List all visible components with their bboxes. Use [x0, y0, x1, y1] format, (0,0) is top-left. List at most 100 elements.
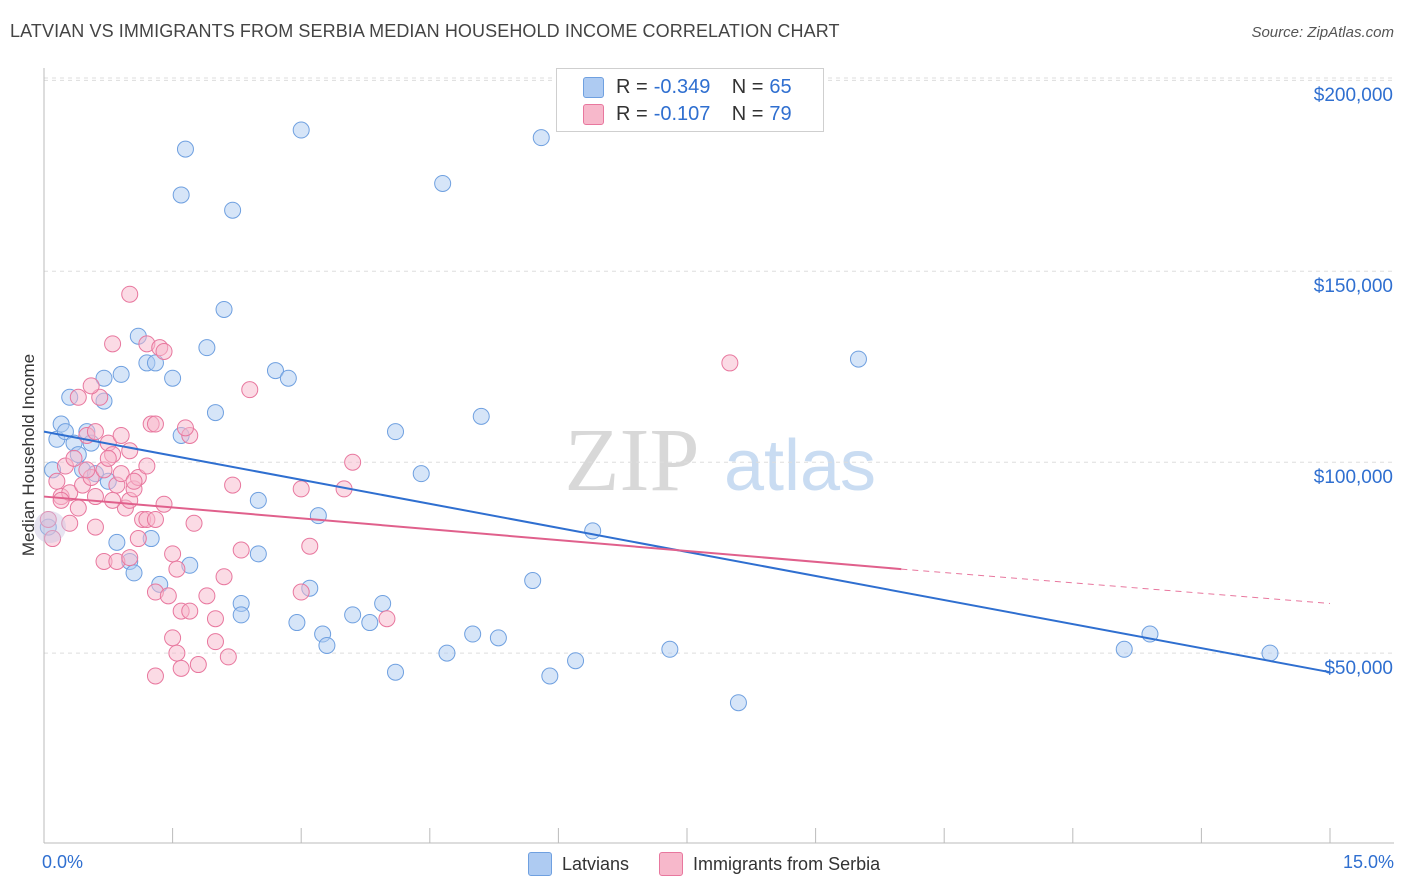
serbia-point	[159, 587, 177, 605]
serbia-point	[164, 629, 182, 647]
latvians-point	[288, 614, 306, 632]
serbia-point	[155, 342, 173, 360]
r-value: -0.349	[653, 75, 711, 98]
latvians-point	[472, 407, 490, 425]
serbia-point	[138, 457, 156, 475]
legend-label: Immigrants from Serbia	[693, 853, 881, 874]
serbia-point	[378, 610, 396, 628]
latvians-point	[172, 186, 190, 204]
serbia-point	[104, 335, 122, 353]
latvians-point	[464, 625, 482, 643]
serbia-point	[69, 388, 87, 406]
serbia-point	[164, 545, 182, 563]
serbia-point	[185, 514, 203, 532]
latvians-swatch	[583, 76, 604, 98]
serbia-point	[65, 449, 83, 467]
latvians-point	[849, 350, 867, 368]
x-tick-label-max: 15.0%	[1342, 852, 1394, 872]
serbia-point	[121, 442, 139, 460]
serbia-point	[219, 648, 237, 666]
latvians-point	[164, 369, 182, 387]
latvians-point	[438, 644, 456, 662]
overlap-blob	[34, 511, 66, 544]
legend-item-latvians: Latvians	[528, 852, 629, 876]
stats-legend: R = -0.349 N = 65 R = -0.107 N = 79	[556, 68, 824, 132]
latvians-point	[249, 491, 267, 509]
legend-label: Latvians	[562, 853, 630, 874]
y-tick-label: $150,000	[1313, 276, 1393, 297]
latvians-point	[434, 174, 452, 192]
serbia-point	[215, 568, 233, 586]
serbia-point	[44, 530, 62, 548]
source-label: Source: ZipAtlas.com	[1251, 24, 1394, 41]
r-value: -0.107	[653, 102, 711, 125]
serbia-point	[146, 667, 164, 685]
latvians-point	[729, 694, 747, 712]
latvians-point	[541, 667, 559, 685]
serbia-point	[129, 530, 147, 548]
latvians-point	[344, 606, 362, 624]
latvians-point	[215, 300, 233, 318]
latvians-point	[387, 663, 405, 681]
y-tick-label: $100,000	[1313, 467, 1393, 488]
latvians-point	[95, 369, 113, 387]
latvians-point	[112, 365, 130, 383]
serbia-trendline-extension	[901, 568, 1331, 604]
serbia-point	[112, 426, 130, 444]
latvians-point	[125, 564, 143, 582]
serbia-point	[86, 423, 104, 441]
serbia-point	[344, 453, 362, 471]
serbia-point	[155, 495, 173, 513]
x-tick-label-min: 0.0%	[42, 852, 84, 872]
n-value: 79	[769, 102, 792, 125]
latvians-point	[361, 614, 379, 632]
latvians-point	[279, 369, 297, 387]
serbia-point	[301, 537, 319, 555]
watermark-atlas: atlas	[724, 426, 876, 506]
stats-row-serbia: R = -0.107 N = 79	[583, 101, 792, 127]
latvians-point	[292, 121, 310, 139]
serbia-point	[48, 472, 66, 490]
latvians-point	[232, 606, 250, 624]
serbia-point	[206, 610, 224, 628]
serbia-point	[99, 449, 117, 467]
n-value: 65	[769, 75, 792, 98]
r-label: R =	[616, 75, 648, 98]
r-label: R =	[616, 102, 648, 125]
latvians-point	[1115, 640, 1133, 658]
serbia-point	[125, 472, 143, 490]
serbia-point	[39, 510, 57, 528]
latvians-point	[224, 201, 242, 219]
latvians-point	[176, 140, 194, 158]
latvians-point	[266, 362, 284, 380]
serbia-point	[121, 285, 139, 303]
latvians-legend-swatch	[528, 852, 552, 876]
serbia-swatch	[583, 103, 604, 125]
latvians-point	[1261, 644, 1279, 662]
y-tick-label: $50,000	[1324, 658, 1393, 679]
serbia-point	[292, 583, 310, 601]
serbia-point	[224, 476, 242, 494]
serbia-point	[82, 377, 100, 395]
stats-row-latvians: R = -0.349 N = 65	[583, 74, 792, 100]
serbia-point	[292, 480, 310, 498]
n-label: N =	[731, 75, 764, 98]
serbia-point	[189, 656, 207, 674]
latvians-point	[387, 423, 405, 441]
latvians-point	[108, 533, 126, 551]
serbia-legend-swatch	[659, 852, 684, 876]
serbia-point	[146, 510, 164, 528]
latvians-point	[206, 404, 224, 422]
serbia-point	[69, 499, 87, 517]
latvians-point	[567, 652, 585, 670]
latvians-point	[374, 594, 392, 612]
serbia-point	[241, 381, 259, 399]
series-legend: Latvians Immigrants from Serbia	[528, 852, 910, 876]
serbia-point	[232, 541, 250, 559]
serbia-point	[206, 633, 224, 651]
serbia-point	[104, 491, 122, 509]
serbia-point	[198, 587, 216, 605]
n-label: N =	[731, 102, 764, 125]
serbia-point	[146, 415, 164, 433]
